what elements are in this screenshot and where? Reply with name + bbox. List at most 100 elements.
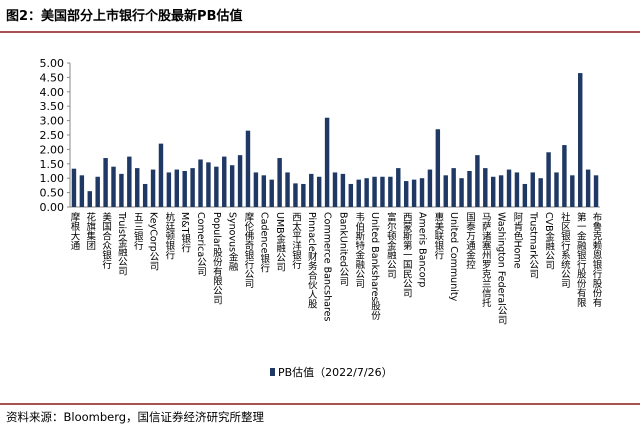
bar [332,172,338,207]
y-tick-label: 2.00 [40,143,65,156]
x-tick-label: United Bankshares股份 [369,212,381,321]
bar [554,172,559,207]
bar [309,173,314,207]
bar [229,165,235,207]
bar [411,179,417,207]
bar [475,155,480,207]
y-tick-label: 3.00 [40,115,65,128]
bar [301,183,306,207]
x-tick-label: 富尔顿金融公司 [385,211,397,278]
x-tick-label: Comerica公司 [195,212,207,276]
chart-title: 图2：美国部分上市银行个股最新PB估值 [6,8,242,24]
bar [182,171,187,207]
bar [546,152,551,207]
bar [316,176,322,207]
x-tick-label: 国泰万通金控 [464,212,476,270]
x-tick-label: Pinnacle财务合伙人股 [306,212,318,310]
bar [245,130,251,207]
bar [206,162,211,207]
bar [190,168,195,207]
bar [158,143,164,207]
bar [71,168,77,207]
bar [443,175,448,207]
bar [522,183,528,207]
bar [142,183,148,207]
legend-swatch [270,368,275,376]
bar [372,176,377,207]
y-tick-label: 2.50 [40,129,65,142]
bar [585,169,591,207]
bar [119,173,124,207]
bar [166,172,172,207]
bar [87,191,92,207]
bar [356,179,361,207]
bar [562,145,567,207]
bar [348,183,354,207]
x-tick-label: Commerce Bancshares [322,212,333,322]
bar [277,158,282,207]
bar [111,166,116,207]
bar [253,172,259,207]
bar [324,117,330,207]
x-tick-label: 美国合众银行 [100,211,112,270]
bar [261,175,267,207]
y-tick-label: 0.00 [40,201,65,214]
x-tick-label: 阿肯色Home [511,212,523,269]
bar [514,172,520,207]
bar [103,158,108,207]
x-tick-label: Truist金融公司 [116,211,128,276]
bar [174,169,180,207]
bar [388,176,393,207]
x-tick-label: Synovus金融 [227,212,239,272]
y-tick-label: 0.50 [40,187,65,200]
x-tick-label: CVB金融公司 [543,212,555,270]
bar [459,178,464,207]
bar [498,175,504,207]
source-note: 资料来源：Bloomberg，国信证券经济研究所整理 [6,410,265,424]
bar [506,169,512,207]
bar [150,169,156,207]
bar [396,168,401,207]
bar [79,175,85,207]
x-tick-label: 第一金融银行股份有限 [575,211,587,308]
x-tick-label: BankUnited公司 [337,212,349,286]
x-tick-label: M&T银行 [179,212,191,253]
bar [593,175,599,207]
bar [570,175,575,207]
bar [214,166,219,207]
bar [578,73,583,207]
bar [530,172,535,207]
x-tick-label: 西蒙斯第一国民公司 [401,212,413,298]
bar [340,173,346,207]
x-tick-label: United Community [448,212,459,302]
y-tick-label: 5.00 [40,57,65,70]
y-tick-label: 1.00 [40,172,65,185]
bar [269,179,274,207]
bar [364,178,369,207]
bar [135,168,140,207]
bar [403,181,409,207]
x-tick-label: 摩根大通 [68,211,80,251]
bar [490,176,496,207]
bar [95,176,100,207]
bar [222,156,227,207]
x-tick-label: Popular股份有限公司 [211,212,223,305]
bar [483,168,488,207]
bar [419,178,425,207]
x-tick-label: 布鲁克赖恩银行股份有 [591,211,603,308]
bar [435,129,441,207]
bar [427,169,433,207]
x-tick-label: 马萨诸塞州罗克兰信托 [480,212,492,307]
x-tick-label: 摩伦佛奇银行公司 [242,211,254,288]
x-tick-label: Ameris Bancorp [417,212,428,287]
x-tick-label: 西太平洋银行 [290,212,302,270]
x-tick-label: 惠美联银行 [432,211,444,260]
bar [293,183,298,207]
bar [285,172,290,207]
x-tick-label: 社区银行系统公司 [559,211,571,288]
x-tick-label: Trustmark公司 [527,211,539,279]
x-tick-label: Cadence银行 [258,212,270,273]
bar [237,155,243,207]
bar [198,159,203,207]
